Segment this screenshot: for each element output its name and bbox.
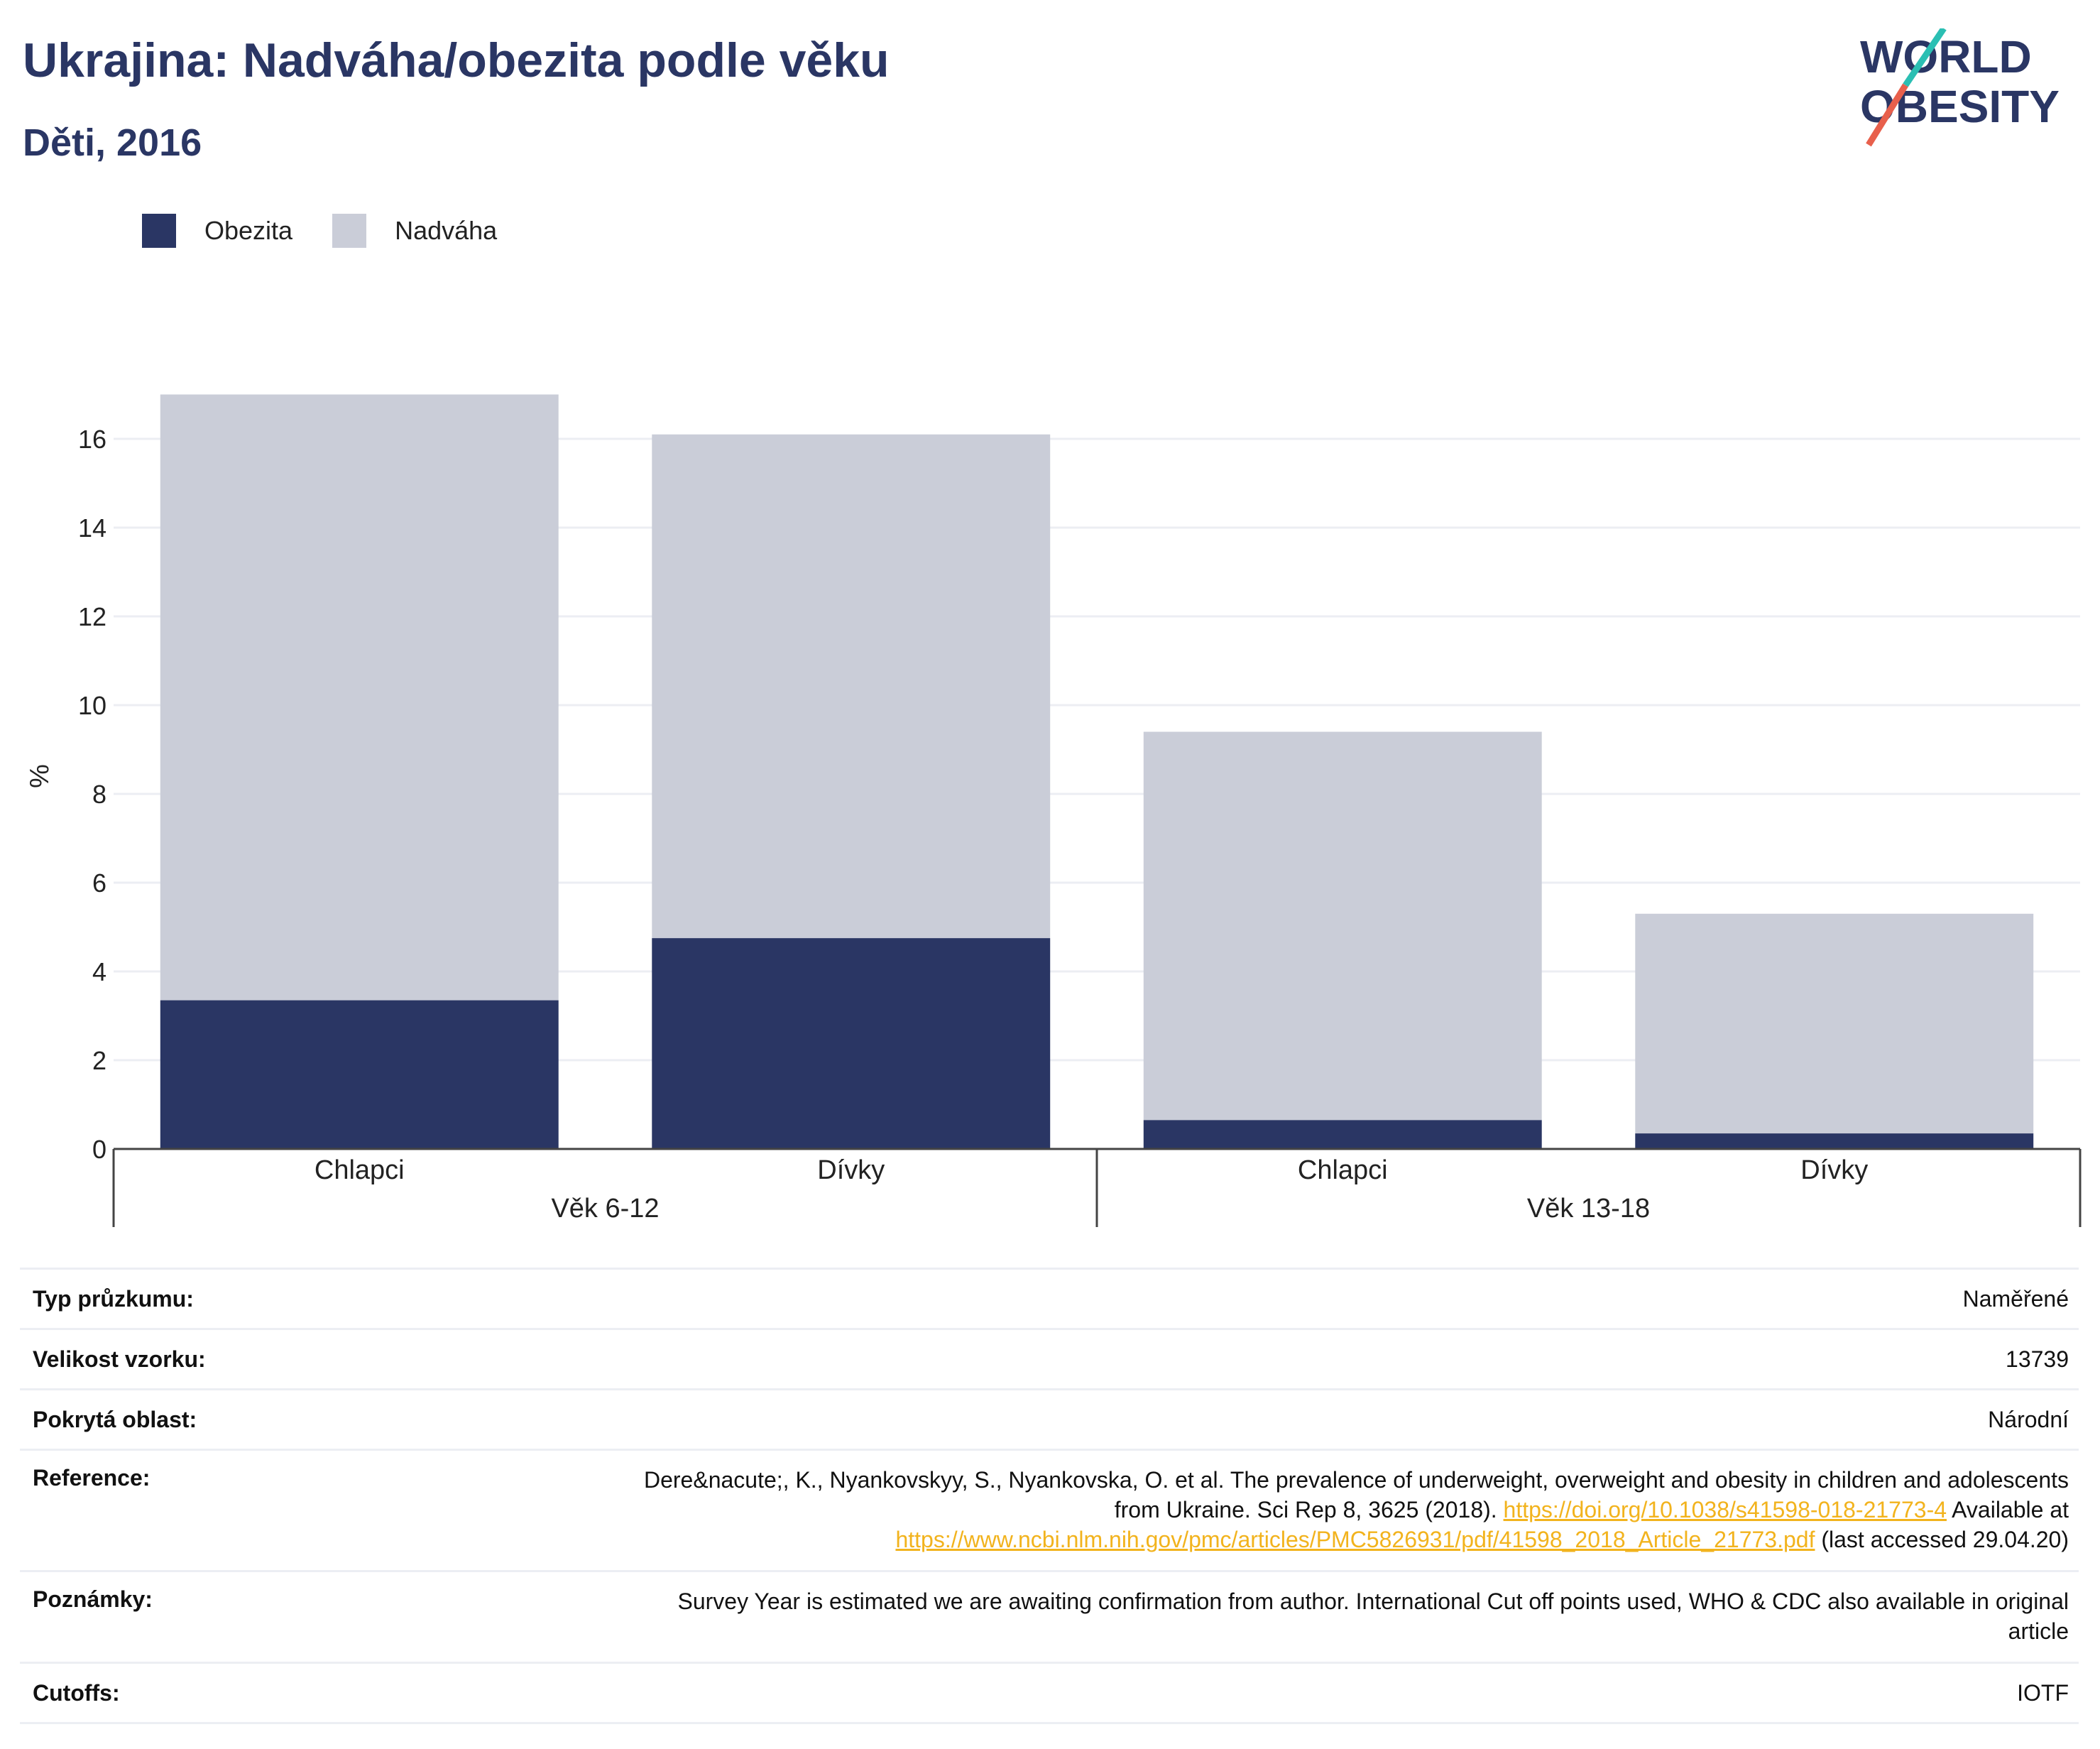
y-tick-label: 8 xyxy=(92,780,106,809)
world-obesity-logo: WORLD OBESITY xyxy=(1860,28,2060,147)
info-label: Typ průzkumu: xyxy=(33,1285,194,1312)
info-value: IOTF xyxy=(2017,1680,2069,1706)
legend-label-overweight: Nadváha xyxy=(395,216,498,245)
logo-line1: WORLD xyxy=(1860,31,2032,82)
y-tick-label: 2 xyxy=(92,1046,106,1075)
y-tick-label: 0 xyxy=(92,1135,106,1164)
bar-obesity xyxy=(1143,1120,1542,1149)
x-group-label: Věk 13-18 xyxy=(1527,1194,1650,1224)
x-tick-label: Chlapci xyxy=(315,1155,405,1185)
x-group-label: Věk 6-12 xyxy=(551,1194,659,1224)
x-tick-label: Chlapci xyxy=(1298,1155,1388,1185)
legend-swatch-overweight xyxy=(332,214,367,248)
bar-overweight xyxy=(160,394,559,1001)
info-label: Reference: xyxy=(33,1465,151,1491)
logo-slash-top xyxy=(1903,28,1947,87)
legend-item-obesity[interactable]: Obezita xyxy=(142,214,292,248)
info-label: Poznámky: xyxy=(33,1586,153,1612)
y-tick-label: 6 xyxy=(92,868,106,898)
bar-obesity xyxy=(160,1000,559,1149)
bar-overweight xyxy=(1143,731,1542,1121)
info-row-reference: Reference: Dere&nacute;, K., Nyankovskyy… xyxy=(20,1449,2079,1570)
y-tick-label: 12 xyxy=(78,602,106,631)
x-tick-label: Dívky xyxy=(1800,1155,1868,1185)
y-tick-label: 10 xyxy=(78,691,106,720)
y-tick-label: 14 xyxy=(78,513,106,543)
y-axis-label: % xyxy=(25,764,55,788)
x-tick-label: Dívky xyxy=(817,1155,885,1185)
reference-citation: Dere&nacute;, K., Nyankovskyy, S., Nyank… xyxy=(643,1467,2069,1522)
info-row-cutoffs: Cutoffs: IOTF xyxy=(20,1662,2079,1724)
info-label: Cutoffs: xyxy=(33,1679,120,1706)
bar-obesity xyxy=(1635,1133,2034,1149)
legend-swatch-obesity xyxy=(142,214,176,248)
page-title: Ukrajina: Nadváha/obezita podle věku xyxy=(23,33,890,87)
info-label: Pokrytá oblast: xyxy=(33,1406,197,1432)
info-label: Velikost vzorku: xyxy=(33,1346,206,1372)
reference-doi-link[interactable]: https://doi.org/10.1038/s41598-018-21773… xyxy=(1503,1497,1947,1522)
info-row-area-covered: Pokrytá oblast: Národní xyxy=(20,1388,2079,1449)
chart-legend: Obezita Nadváha xyxy=(142,213,537,249)
info-row-survey-type: Typ průzkumu: Naměřené xyxy=(20,1268,2079,1328)
bar-obesity xyxy=(652,938,1051,1149)
info-value: Naměřené xyxy=(1962,1286,2069,1312)
y-tick-label: 4 xyxy=(92,957,106,986)
page-subtitle: Děti, 2016 xyxy=(23,121,202,164)
info-value: Survey Year is estimated we are awaiting… xyxy=(677,1589,2069,1644)
legend-label-obesity: Obezita xyxy=(204,216,293,245)
reference-available: Available at xyxy=(1952,1497,2069,1522)
bar-overweight xyxy=(652,434,1051,939)
info-value: 13739 xyxy=(2006,1346,2069,1372)
reference-text: Dere&nacute;, K., Nyankovskyy, S., Nyank… xyxy=(613,1465,2079,1554)
info-value: Národní xyxy=(1988,1407,2069,1432)
y-tick-label: 16 xyxy=(78,425,106,454)
reference-pdf-link[interactable]: https://www.ncbi.nlm.nih.gov/pmc/article… xyxy=(895,1527,1815,1552)
info-row-sample-size: Velikost vzorku: 13739 xyxy=(20,1328,2079,1388)
bar-overweight xyxy=(1635,913,2034,1134)
reference-accessed: (last accessed 29.04.20) xyxy=(1821,1527,2069,1552)
info-table: Typ průzkumu: Naměřené Velikost vzorku: … xyxy=(20,1268,2079,1724)
legend-item-overweight[interactable]: Nadváha xyxy=(332,214,497,248)
logo-slash-bottom xyxy=(1866,83,1908,147)
info-row-notes: Poznámky: Survey Year is estimated we ar… xyxy=(20,1570,2079,1662)
bar-chart: 0 2 4 6 8 10 12 14 16% Chlapci Dívky Chlapci Dívky Vě… xyxy=(25,394,2082,1227)
